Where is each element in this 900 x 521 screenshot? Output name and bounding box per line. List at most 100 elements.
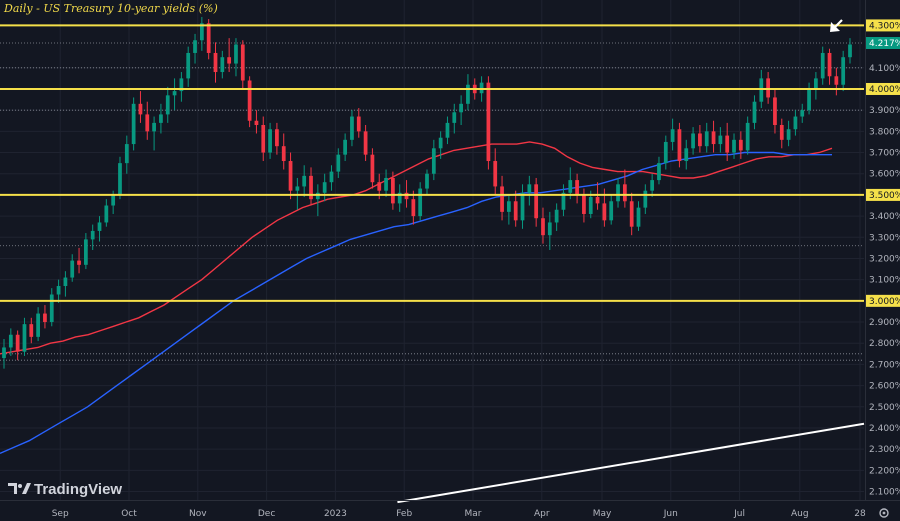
candle[interactable]	[281, 133, 286, 170]
x-axis[interactable]: Sep Oct Nov Dec 2023 Feb Mar Apr May Jun Jul Aug 28	[52, 509, 866, 519]
candle[interactable]	[466, 74, 470, 111]
candle[interactable]	[8, 328, 13, 356]
candle[interactable]	[786, 120, 791, 147]
candle[interactable]	[575, 173, 579, 204]
candle[interactable]	[234, 38, 238, 77]
candle[interactable]	[493, 148, 498, 195]
candle[interactable]	[165, 86, 170, 123]
candle[interactable]	[404, 180, 409, 208]
candle[interactable]	[63, 271, 68, 297]
candle[interactable]	[90, 224, 95, 250]
candle[interactable]	[418, 182, 423, 221]
candle[interactable]	[848, 38, 852, 64]
candle[interactable]	[138, 91, 143, 123]
candle[interactable]	[513, 190, 518, 227]
candle[interactable]	[452, 103, 457, 134]
candle[interactable]	[309, 167, 313, 206]
candle[interactable]	[506, 194, 511, 225]
candle[interactable]	[732, 133, 736, 159]
candle[interactable]	[616, 177, 620, 208]
candle[interactable]	[186, 46, 191, 87]
candle[interactable]	[609, 194, 614, 225]
candle[interactable]	[595, 182, 600, 210]
candle[interactable]	[397, 184, 402, 212]
candle[interactable]	[411, 190, 416, 225]
candle[interactable]	[547, 211, 552, 250]
candle[interactable]	[459, 95, 463, 125]
candle[interactable]	[663, 135, 668, 170]
candle[interactable]	[70, 254, 75, 282]
candle[interactable]	[159, 103, 163, 134]
candle[interactable]	[43, 305, 47, 329]
candle[interactable]	[800, 103, 805, 123]
candle[interactable]	[302, 165, 307, 198]
candle[interactable]	[520, 184, 525, 229]
candle[interactable]	[118, 156, 122, 200]
candle[interactable]	[193, 33, 197, 64]
candle[interactable]	[384, 169, 388, 198]
candle[interactable]	[807, 82, 811, 115]
candle[interactable]	[841, 50, 846, 92]
candle[interactable]	[77, 247, 81, 274]
candle[interactable]	[725, 122, 730, 162]
candle[interactable]	[315, 184, 320, 217]
candle[interactable]	[29, 317, 34, 344]
candle[interactable]	[425, 169, 429, 195]
candle[interactable]	[56, 279, 61, 303]
candle[interactable]	[773, 88, 777, 134]
candle[interactable]	[124, 135, 129, 174]
candle[interactable]	[486, 76, 491, 170]
candle[interactable]	[145, 101, 150, 140]
candle[interactable]	[568, 167, 573, 200]
candle[interactable]	[370, 148, 375, 189]
candle[interactable]	[172, 78, 177, 111]
candle[interactable]	[657, 156, 661, 185]
candle[interactable]	[527, 175, 532, 206]
candle[interactable]	[261, 116, 266, 162]
candle[interactable]	[227, 38, 232, 73]
candle[interactable]	[336, 148, 341, 178]
candle[interactable]	[704, 122, 709, 153]
candle[interactable]	[179, 72, 184, 102]
candle[interactable]	[677, 122, 682, 168]
candle[interactable]	[275, 122, 279, 155]
candle[interactable]	[561, 184, 566, 217]
candle[interactable]	[268, 122, 272, 159]
candle[interactable]	[445, 116, 450, 145]
candle[interactable]	[820, 46, 825, 85]
candle[interactable]	[711, 120, 716, 153]
candle[interactable]	[97, 216, 102, 242]
candle[interactable]	[438, 131, 443, 159]
candle[interactable]	[152, 116, 156, 151]
candle[interactable]	[684, 139, 689, 170]
candle[interactable]	[500, 175, 504, 221]
candle[interactable]	[350, 110, 354, 147]
candle[interactable]	[643, 184, 648, 214]
candle[interactable]	[15, 330, 20, 361]
gear-icon[interactable]	[879, 508, 889, 518]
candle[interactable]	[356, 108, 361, 138]
candle[interactable]	[22, 317, 27, 356]
candle[interactable]	[698, 125, 702, 153]
candle[interactable]	[541, 207, 545, 244]
candle[interactable]	[622, 169, 627, 208]
candle[interactable]	[322, 173, 327, 202]
candle[interactable]	[247, 76, 252, 128]
candle[interactable]	[363, 125, 368, 162]
candle[interactable]	[213, 42, 218, 83]
candle[interactable]	[650, 173, 655, 198]
candle[interactable]	[636, 201, 641, 231]
candle[interactable]	[745, 116, 750, 155]
candle[interactable]	[83, 233, 88, 270]
candle[interactable]	[718, 127, 723, 153]
candle[interactable]	[329, 165, 334, 191]
candle[interactable]	[827, 48, 832, 85]
candle[interactable]	[254, 110, 259, 134]
candle[interactable]	[131, 97, 136, 151]
candle[interactable]	[738, 131, 743, 159]
candle[interactable]	[629, 192, 634, 236]
candle[interactable]	[834, 67, 839, 96]
candle[interactable]	[199, 16, 204, 51]
